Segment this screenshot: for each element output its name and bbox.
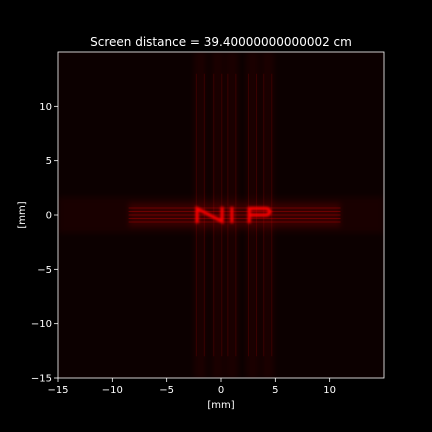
x-axis-label: [mm] (207, 400, 234, 411)
y-tick-label: 0 (46, 211, 52, 222)
x-tick-label: −5 (159, 385, 174, 396)
letter-p (247, 206, 272, 224)
x-tick-label: 0 (218, 385, 224, 396)
y-axis: −15 −10 −5 0 5 10 (31, 102, 58, 385)
letters-group (195, 205, 272, 225)
x-tick-label: −10 (102, 385, 123, 396)
y-tick-label: −5 (37, 265, 52, 276)
y-axis-label: [mm] (17, 201, 28, 228)
letter-n (195, 205, 224, 225)
chart-title: Screen distance = 39.40000000000002 cm (90, 35, 352, 49)
y-tick-label: 10 (39, 102, 52, 113)
x-tick-label: −15 (47, 385, 68, 396)
y-tick-label: 5 (46, 156, 52, 167)
x-axis: −15 −10 −5 0 5 10 (47, 378, 336, 396)
y-tick-label: −10 (31, 319, 52, 330)
x-tick-label: 5 (272, 385, 278, 396)
y-tick-label: −15 (31, 374, 52, 385)
diffraction-pattern (58, 52, 384, 378)
x-tick-label: 10 (323, 385, 336, 396)
